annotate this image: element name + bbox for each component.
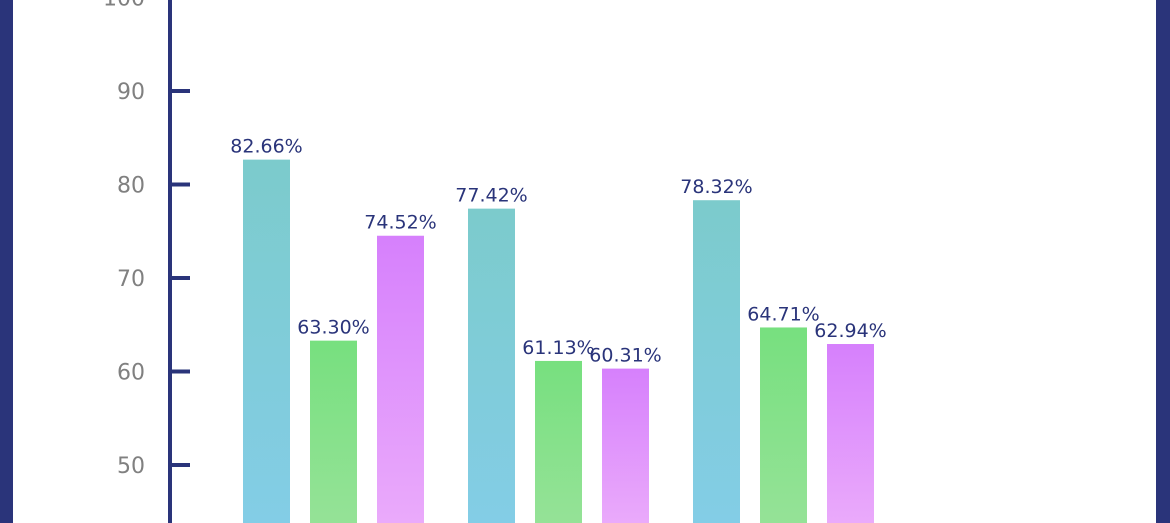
data-label: 62.94%	[814, 320, 886, 342]
y-tick-label: 50	[117, 454, 145, 479]
y-tick-label: 90	[117, 80, 145, 105]
data-label: 78.32%	[680, 176, 752, 198]
data-label: 74.52%	[364, 212, 436, 234]
bar	[243, 159, 290, 523]
y-tick-label: 80	[117, 174, 145, 199]
chart-panel: 50 60 70 80 90 100 82.66% 77.42% 78.32% 63.30% 61…	[13, 0, 1156, 523]
bar	[468, 208, 515, 523]
data-label: 64.71%	[747, 303, 819, 325]
y-tick-label: 100	[103, 0, 145, 12]
y-tick-label: 70	[117, 267, 145, 292]
y-tick-label: 60	[117, 361, 145, 386]
data-labels: 82.66% 77.42% 78.32% 63.30% 61.13% 64.71% 74.5…	[230, 136, 886, 367]
bar	[310, 340, 357, 523]
data-label: 77.42%	[455, 185, 527, 207]
bar	[693, 200, 740, 523]
bar	[535, 360, 582, 523]
data-label: 60.31%	[589, 345, 661, 367]
bar	[760, 327, 807, 523]
bars	[243, 159, 874, 523]
bar	[827, 344, 874, 523]
data-label: 63.30%	[297, 317, 369, 339]
bar	[602, 368, 649, 523]
data-label: 61.13%	[522, 337, 594, 359]
bar	[377, 235, 424, 523]
bar-chart: 50 60 70 80 90 100 82.66% 77.42% 78.32% 63.30% 61…	[103, 0, 887, 523]
data-label: 82.66%	[230, 136, 302, 158]
y-axis: 50 60 70 80 90 100	[103, 0, 190, 523]
